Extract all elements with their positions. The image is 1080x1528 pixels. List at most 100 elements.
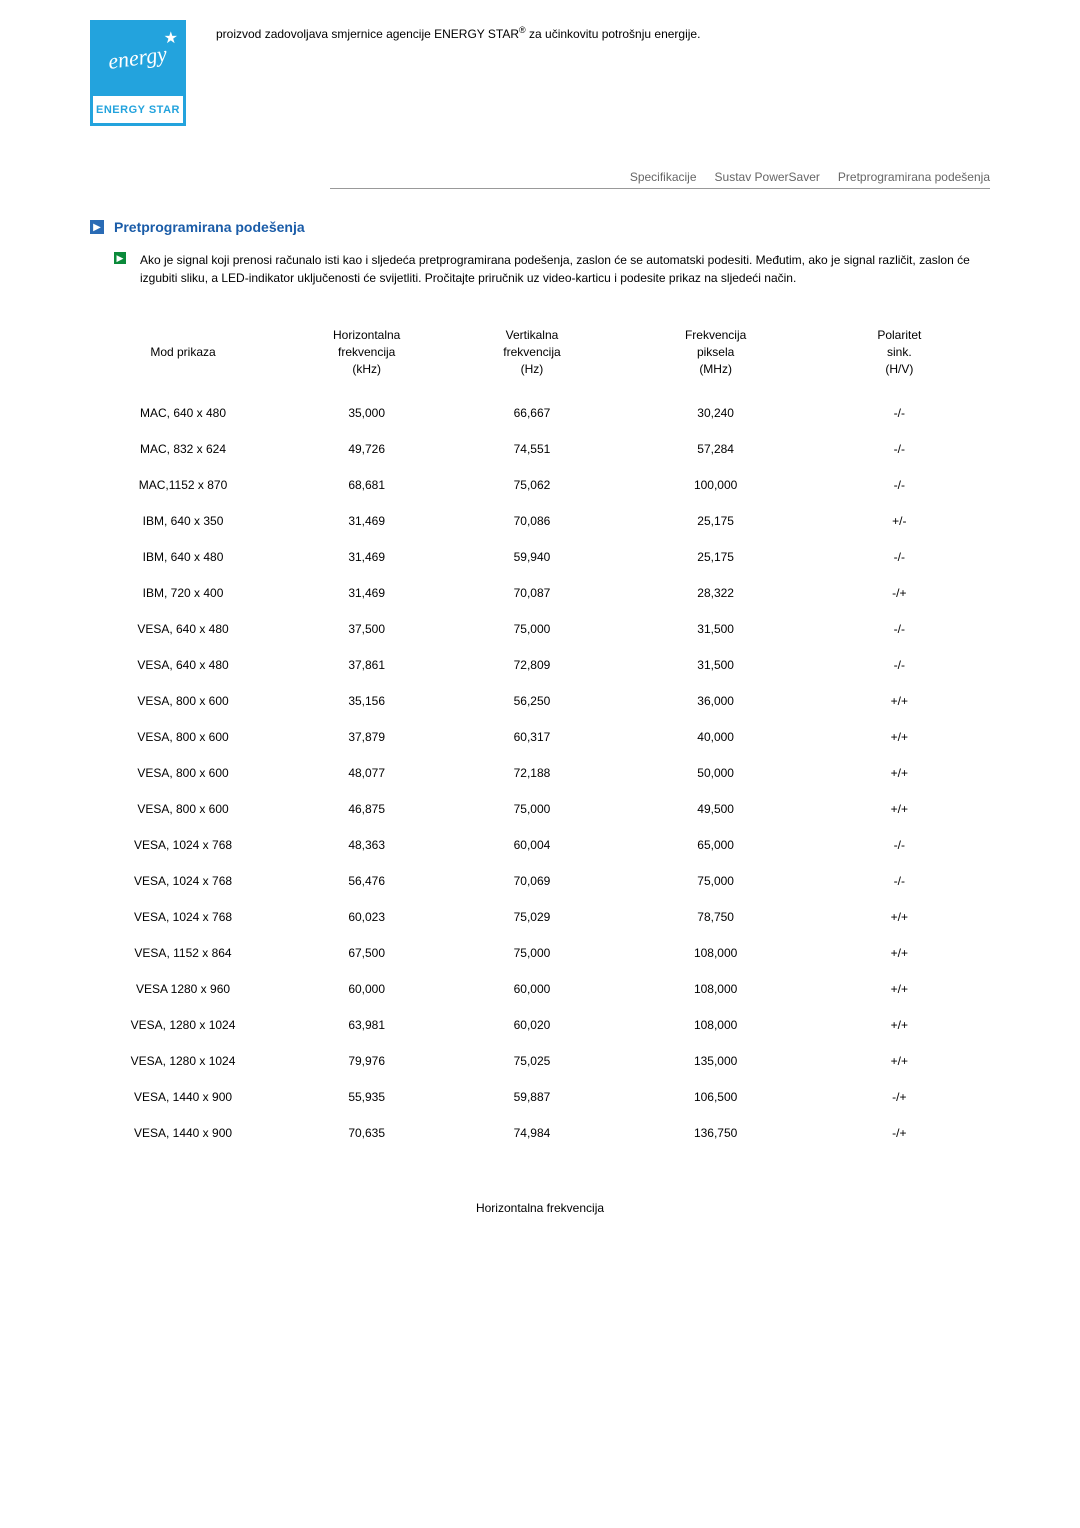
th-hfreq: Horizontalnafrekvencija(kHz) (284, 317, 449, 395)
footer-label: Horizontalna frekvencija (90, 1201, 990, 1215)
table-row: VESA, 1280 x 102463,98160,020108,000+/+ (82, 1007, 982, 1043)
cell-h: 60,000 (284, 971, 449, 1007)
cell-p: 31,500 (615, 611, 817, 647)
section-header: ▶ Pretprogramirana podešenja (90, 219, 990, 235)
table-row: VESA, 1280 x 102479,97675,025135,000+/+ (82, 1043, 982, 1079)
cell-mode: VESA, 640 x 480 (82, 647, 284, 683)
table-row: IBM, 720 x 40031,46970,08728,322-/+ (82, 575, 982, 611)
cell-v: 60,317 (449, 719, 614, 755)
cell-p: 108,000 (615, 935, 817, 971)
cell-p: 57,284 (615, 431, 817, 467)
cell-p: 135,000 (615, 1043, 817, 1079)
cell-p: 30,240 (615, 395, 817, 431)
bullet-row: ▶ Ako je signal koji prenosi računalo is… (114, 251, 990, 287)
cell-pol: +/+ (817, 755, 982, 791)
arrow-right-icon: ▶ (90, 220, 104, 234)
cell-mode: VESA, 1024 x 768 (82, 827, 284, 863)
cell-p: 28,322 (615, 575, 817, 611)
cell-h: 37,879 (284, 719, 449, 755)
cell-pol: +/+ (817, 683, 982, 719)
cell-v: 60,004 (449, 827, 614, 863)
cell-mode: VESA, 1280 x 1024 (82, 1043, 284, 1079)
cell-p: 108,000 (615, 1007, 817, 1043)
table-row: VESA, 1024 x 76860,02375,02978,750+/+ (82, 899, 982, 935)
cell-p: 136,750 (615, 1115, 817, 1151)
cell-pol: +/+ (817, 935, 982, 971)
cell-h: 48,077 (284, 755, 449, 791)
table-row: VESA, 1024 x 76848,36360,00465,000-/- (82, 827, 982, 863)
logo-script-text: energy (107, 41, 169, 75)
cell-mode: VESA, 1440 x 900 (82, 1115, 284, 1151)
cell-h: 37,861 (284, 647, 449, 683)
th-polarity: Polaritetsink.(H/V) (817, 317, 982, 395)
table-row: VESA, 800 x 60048,07772,18850,000+/+ (82, 755, 982, 791)
table-row: IBM, 640 x 35031,46970,08625,175+/- (82, 503, 982, 539)
cell-p: 50,000 (615, 755, 817, 791)
table-row: VESA 1280 x 96060,00060,000108,000+/+ (82, 971, 982, 1007)
cell-pol: +/+ (817, 791, 982, 827)
logo-bottom-text: ENERGY STAR (96, 104, 180, 116)
cell-h: 79,976 (284, 1043, 449, 1079)
tab-powersaver[interactable]: Sustav PowerSaver (715, 170, 820, 184)
th-pixel: Frekvencijapiksela(MHz) (615, 317, 817, 395)
header-text-after: za učinkovitu potrošnju energije. (526, 27, 701, 41)
cell-mode: VESA, 1440 x 900 (82, 1079, 284, 1115)
table-row: VESA, 800 x 60046,87575,00049,500+/+ (82, 791, 982, 827)
cell-h: 48,363 (284, 827, 449, 863)
registered-mark: ® (519, 25, 526, 35)
cell-pol: -/- (817, 395, 982, 431)
table-row: VESA, 800 x 60037,87960,31740,000+/+ (82, 719, 982, 755)
cell-pol: +/+ (817, 719, 982, 755)
cell-h: 68,681 (284, 467, 449, 503)
section-title: Pretprogramirana podešenja (114, 219, 305, 235)
cell-h: 67,500 (284, 935, 449, 971)
cell-h: 49,726 (284, 431, 449, 467)
cell-h: 37,500 (284, 611, 449, 647)
star-icon: ★ (164, 28, 178, 48)
cell-v: 75,029 (449, 899, 614, 935)
intro-paragraph: Ako je signal koji prenosi računalo isti… (140, 251, 990, 287)
cell-v: 72,809 (449, 647, 614, 683)
cell-pol: +/+ (817, 971, 982, 1007)
cell-h: 31,469 (284, 539, 449, 575)
cell-pol: -/+ (817, 575, 982, 611)
cell-p: 65,000 (615, 827, 817, 863)
cell-p: 40,000 (615, 719, 817, 755)
cell-h: 70,635 (284, 1115, 449, 1151)
cell-pol: -/+ (817, 1079, 982, 1115)
cell-pol: -/- (817, 647, 982, 683)
cell-mode: VESA, 800 x 600 (82, 683, 284, 719)
cell-mode: IBM, 720 x 400 (82, 575, 284, 611)
bullet-arrow-icon: ▶ (114, 252, 126, 264)
cell-mode: VESA, 1024 x 768 (82, 899, 284, 935)
energy-star-logo: ★ energy ENERGY STAR (90, 20, 186, 130)
cell-v: 70,069 (449, 863, 614, 899)
cell-p: 108,000 (615, 971, 817, 1007)
table-row: MAC, 832 x 62449,72674,55157,284-/- (82, 431, 982, 467)
table-header-row: Mod prikaza Horizontalnafrekvencija(kHz)… (82, 317, 982, 395)
cell-v: 75,025 (449, 1043, 614, 1079)
tab-preset[interactable]: Pretprogramirana podešenja (838, 170, 990, 184)
tab-specifikacije[interactable]: Specifikacije (630, 170, 697, 184)
cell-pol: -/- (817, 539, 982, 575)
preset-modes-table: Mod prikaza Horizontalnafrekvencija(kHz)… (82, 317, 982, 1151)
cell-mode: MAC, 832 x 624 (82, 431, 284, 467)
cell-mode: IBM, 640 x 350 (82, 503, 284, 539)
header-row: ★ energy ENERGY STAR proizvod zadovoljav… (90, 20, 990, 130)
cell-mode: VESA, 640 x 480 (82, 611, 284, 647)
table-row: VESA, 1440 x 90055,93559,887106,500-/+ (82, 1079, 982, 1115)
cell-p: 75,000 (615, 863, 817, 899)
cell-h: 31,469 (284, 503, 449, 539)
cell-p: 25,175 (615, 539, 817, 575)
cell-v: 70,087 (449, 575, 614, 611)
cell-v: 60,000 (449, 971, 614, 1007)
table-row: VESA, 640 x 48037,86172,80931,500-/- (82, 647, 982, 683)
cell-pol: +/+ (817, 899, 982, 935)
table-row: VESA, 1024 x 76856,47670,06975,000-/- (82, 863, 982, 899)
table-row: IBM, 640 x 48031,46959,94025,175-/- (82, 539, 982, 575)
cell-v: 75,000 (449, 611, 614, 647)
table-row: VESA, 640 x 48037,50075,00031,500-/- (82, 611, 982, 647)
cell-mode: MAC, 640 x 480 (82, 395, 284, 431)
table-row: MAC, 640 x 48035,00066,66730,240-/- (82, 395, 982, 431)
cell-v: 75,062 (449, 467, 614, 503)
